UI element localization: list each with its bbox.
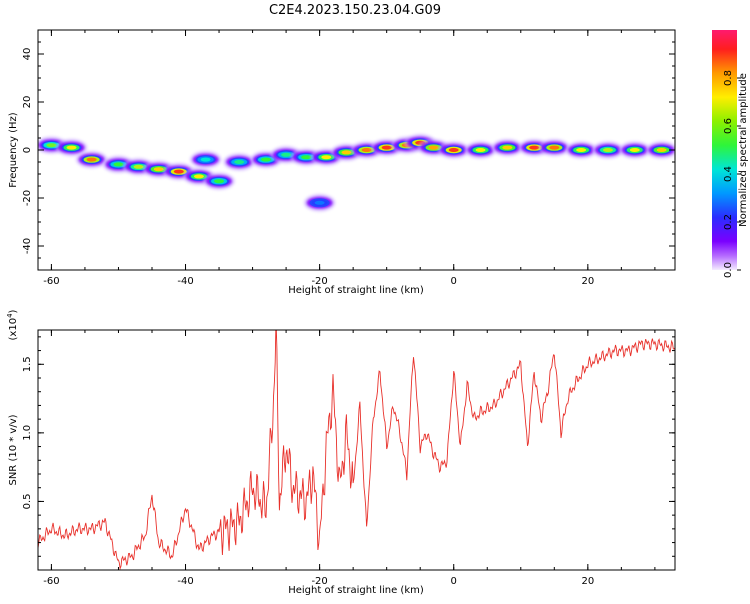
spectrogram-peak (549, 145, 560, 150)
spectrogram-peak (321, 155, 332, 160)
spectrogram-peak (113, 162, 124, 167)
spectrogram-x-ticks: -60 -40 -20 0 20 (43, 30, 656, 287)
spectrogram-peak (529, 145, 540, 150)
spectrogram-peak (361, 148, 372, 152)
spectrogram-x-axis-label: Height of straight line (km) (288, 285, 424, 296)
snr-frame (37, 329, 676, 571)
colorbar-tick-label: 0.6 (723, 118, 734, 134)
snr-y-multiplier-base: (x10 (8, 318, 19, 341)
colorbar-gradient (712, 30, 737, 270)
spectrogram-y-tick-label: 40 (22, 48, 33, 61)
spectrogram-peak (602, 148, 613, 152)
spectrogram-peak (193, 174, 204, 179)
snr-y-axis-label: SNR (10 * v/v) (8, 414, 19, 485)
spectrogram-x-tick-label: 20 (581, 276, 594, 287)
snr-panel: -60 -40 -20 0 20 0.5 1.0 1.5 Height of straigh… (6, 309, 676, 596)
snr-y-ticks: 0.5 1.0 1.5 (22, 336, 675, 557)
spectrogram-peak (502, 145, 513, 150)
spectrogram-peak (314, 200, 325, 205)
spectrogram-y-axis-label: Frequency (Hz) (8, 112, 19, 188)
snr-x-tick-label: -20 (311, 576, 327, 587)
spectrogram-peak (66, 145, 77, 150)
colorbar-ticks: 0.0 0.2 0.4 0.6 0.8 (723, 70, 741, 278)
spectrogram-peak (341, 150, 352, 155)
snr-y-tick-label: 1.0 (22, 425, 33, 441)
spectrogram-peak (260, 157, 271, 162)
spectrogram-peak (153, 167, 164, 172)
snr-x-ticks: -60 -40 -20 0 20 (43, 330, 656, 587)
spectrogram-peak (381, 145, 392, 150)
spectrogram-peak (200, 157, 211, 162)
spectrogram-peak (475, 148, 486, 152)
spectrogram-panel: -60 -40 -20 0 20 -40 -20 0 20 40 Height of strai… (8, 29, 676, 296)
colorbar-tick-label: 0.8 (723, 70, 734, 86)
spectrogram-peak (629, 148, 640, 152)
colorbar: 0.0 0.2 0.4 0.6 0.8 Normalized spectral ampl… (712, 30, 749, 278)
snr-y-tick-label: 1.5 (22, 356, 33, 372)
spectrogram-x-tick-label: -40 (177, 276, 193, 287)
snr-x-tick-label: -40 (177, 576, 193, 587)
spectrogram-peak (656, 148, 667, 152)
spectrogram-peak (448, 148, 459, 152)
spectrogram-peak (281, 152, 292, 157)
snr-x-tick-label: 20 (581, 576, 594, 587)
snr-y-multiplier-exponent: 4 (6, 313, 14, 318)
snr-y-multiplier: (x104) (6, 309, 19, 340)
colorbar-tick-label: 0.4 (723, 166, 734, 182)
snr-x-tick-label: 0 (451, 576, 457, 587)
snr-series-line (38, 330, 675, 570)
snr-marks (38, 330, 675, 570)
spectrogram-y-ticks: -40 -20 0 20 40 (22, 29, 675, 271)
spectrogram-peak (428, 145, 439, 150)
figure-title: C2E4.2023.150.23.04.G09 (269, 3, 441, 18)
colorbar-tick-label: 0.0 (723, 262, 734, 278)
spectrogram-y-tick-label: -20 (22, 190, 33, 206)
spectrogram-peak (133, 164, 144, 169)
snr-y-tick-label: 0.5 (22, 493, 33, 509)
spectrogram-x-tick-label: -60 (43, 276, 59, 287)
spectrogram-peak (214, 179, 225, 184)
spectrogram-peak (301, 155, 312, 160)
spectrogram-peak (86, 157, 97, 162)
spectrogram-peak (173, 169, 184, 174)
spectrogram-x-tick-label: 0 (451, 276, 457, 287)
spectrogram-marks (38, 133, 675, 212)
spectrogram-peak (576, 148, 587, 152)
colorbar-tick-label: 0.2 (723, 214, 734, 230)
snr-x-axis-label: Height of straight line (km) (288, 585, 424, 596)
spectrogram-y-tick-label: 20 (22, 96, 33, 109)
colorbar-label: Normalized spectral amplitude (738, 73, 749, 227)
spectrogram-x-tick-label: -20 (311, 276, 327, 287)
spectrogram-y-tick-label: 0 (22, 147, 33, 153)
spectrogram-peak (46, 143, 57, 148)
snr-x-tick-label: -60 (43, 576, 59, 587)
spectrogram-peak (234, 160, 245, 164)
snr-y-multiplier-close: ) (8, 309, 19, 313)
spectrogram-y-tick-label: -40 (22, 238, 33, 254)
